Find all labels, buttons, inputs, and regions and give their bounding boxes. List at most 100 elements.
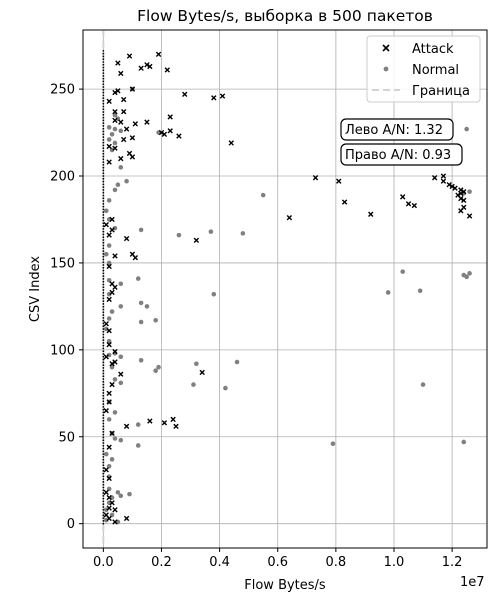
annotation-left: Лево A/N: 1.32 — [340, 118, 454, 141]
legend-attack-icon — [382, 44, 390, 52]
x-axis-label: Flow Bytes/s — [244, 578, 326, 593]
attack-point — [102, 119, 105, 122]
attack-point — [102, 136, 105, 138]
normal-point — [115, 182, 121, 188]
attack-point — [102, 214, 105, 216]
attack-point — [102, 247, 105, 250]
normal-point — [118, 165, 124, 170]
attack-point — [102, 339, 105, 342]
attack-point — [120, 109, 127, 115]
normal-point — [106, 417, 112, 422]
attack-point — [109, 361, 115, 367]
attack-point — [102, 111, 105, 113]
attack-point — [102, 319, 105, 322]
attack-point — [102, 264, 105, 266]
attack-point — [219, 93, 226, 99]
normal-point — [135, 422, 141, 427]
attack-point — [120, 136, 127, 143]
attack-point — [102, 481, 105, 483]
attack-point — [102, 375, 105, 378]
attack-point — [102, 425, 105, 428]
attack-point — [102, 158, 105, 161]
attack-point — [129, 154, 136, 160]
attack-point — [102, 252, 105, 255]
attack-point — [102, 336, 105, 339]
normal-point — [138, 300, 144, 306]
attack-point — [102, 116, 105, 119]
attack-point — [123, 423, 130, 430]
attack-point — [102, 113, 105, 116]
attack-point — [109, 500, 115, 506]
attack-point — [102, 389, 105, 392]
attack-point — [118, 70, 124, 77]
normal-point — [112, 112, 118, 118]
annotation-right-text: Право A/N: 0.93 — [345, 148, 451, 163]
attack-points — [102, 49, 473, 525]
attack-point — [102, 414, 105, 417]
attack-point — [440, 178, 447, 184]
normal-point — [118, 128, 124, 134]
attack-point — [129, 135, 136, 141]
normal-point — [153, 368, 158, 373]
attack-point — [341, 199, 348, 205]
attack-point — [102, 141, 105, 144]
normal-point — [138, 357, 144, 363]
attack-point — [199, 369, 205, 376]
attack-point — [102, 341, 105, 344]
attack-point — [452, 185, 458, 191]
attack-point — [106, 328, 112, 334]
attack-point — [405, 201, 412, 207]
normal-point — [176, 232, 182, 238]
attack-point — [102, 522, 105, 525]
attack-point — [102, 378, 105, 380]
normal-point — [464, 274, 469, 280]
normal-point — [106, 338, 112, 344]
normal-point — [103, 251, 109, 257]
attack-point — [102, 155, 105, 158]
attack-point — [102, 74, 105, 77]
attack-point — [161, 420, 168, 426]
legend: Attack Normal Граница — [366, 35, 481, 103]
attack-point — [102, 411, 105, 414]
legend-normal-icon — [383, 66, 389, 72]
attack-point — [138, 65, 144, 71]
attack-point — [102, 66, 105, 69]
attack-point — [112, 284, 118, 290]
attack-point — [102, 500, 105, 503]
attack-point — [102, 127, 105, 130]
attack-point — [228, 140, 234, 146]
attack-point — [102, 125, 105, 127]
attack-point — [102, 291, 105, 294]
attack-point — [102, 422, 105, 425]
attack-point — [102, 255, 105, 258]
attack-point — [102, 364, 105, 367]
attack-point — [112, 519, 118, 525]
attack-point — [102, 367, 105, 369]
attack-point — [102, 358, 105, 361]
normal-point — [118, 281, 124, 287]
attack-point — [102, 286, 105, 289]
x-axis-ticks: 0.0 0.2 0.4 0.6 0.8 1.0 1.2 — [93, 548, 462, 570]
attack-point — [102, 464, 105, 467]
attack-point — [106, 263, 112, 270]
normal-point — [118, 493, 124, 499]
attack-point — [129, 86, 136, 92]
attack-point — [102, 408, 105, 411]
attack-point — [102, 508, 105, 511]
attack-point — [123, 235, 130, 242]
normal-point — [156, 364, 161, 370]
normal-point — [103, 208, 109, 214]
attack-point — [182, 91, 188, 98]
attack-point — [102, 392, 105, 394]
normal-point — [109, 309, 115, 314]
attack-point — [102, 189, 105, 191]
normal-point — [385, 290, 391, 295]
normal-point — [106, 243, 112, 248]
y-axis-label: CSV Index — [28, 256, 43, 322]
attack-point — [103, 221, 109, 228]
attack-point — [102, 61, 105, 63]
attack-point — [102, 450, 105, 453]
attack-point — [286, 215, 293, 221]
attack-point — [102, 478, 105, 481]
normal-point — [115, 490, 121, 495]
